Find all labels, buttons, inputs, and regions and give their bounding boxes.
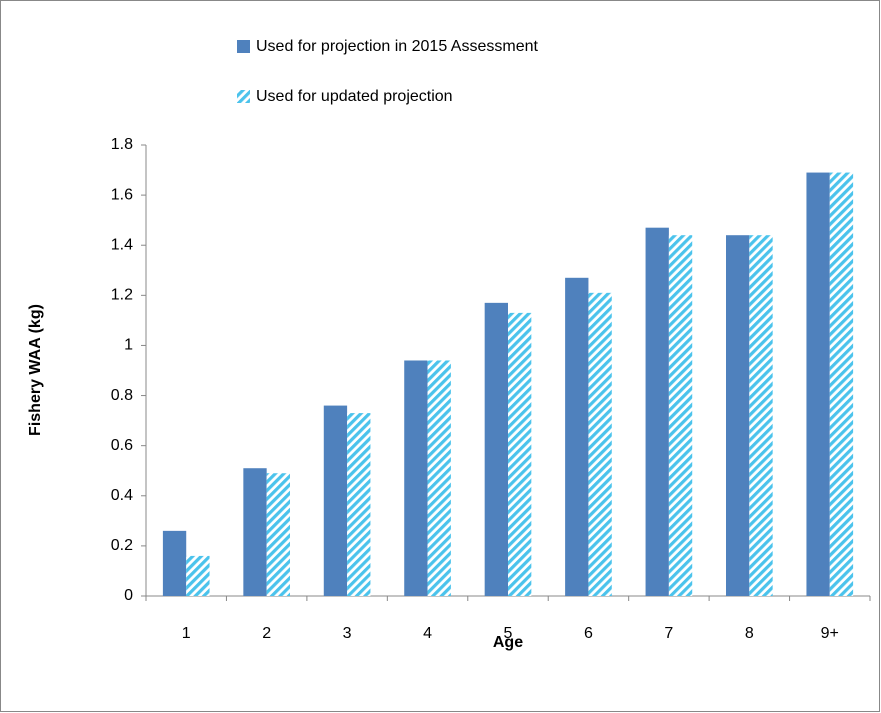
y-tick-label: 0 [124, 587, 133, 604]
x-tick-label: 2 [262, 625, 271, 642]
x-tick-label: 5 [504, 625, 513, 642]
bar [323, 405, 348, 596]
y-tick-label: 0.2 [111, 537, 133, 554]
bar [266, 473, 290, 596]
y-tick-label: 0.8 [111, 387, 133, 404]
x-axis-label: Age [493, 634, 523, 651]
legend-label: Used for projection in 2015 Assessment [256, 38, 538, 55]
bar [726, 235, 750, 596]
bar [186, 555, 210, 596]
legend-swatch [237, 90, 250, 103]
bar [347, 413, 371, 596]
y-tick-label: 1 [124, 337, 133, 354]
bar [829, 172, 854, 597]
y-tick-label: 1.6 [111, 186, 133, 203]
x-tick-label: 3 [343, 625, 352, 642]
bar [508, 312, 532, 596]
bar [806, 172, 830, 597]
y-tick-label: 1.2 [111, 287, 133, 304]
legend-swatch [237, 40, 250, 53]
bar [645, 227, 669, 596]
x-tick-label: 8 [745, 625, 754, 642]
x-tick-label: 6 [584, 625, 593, 642]
x-tick-label: 4 [423, 625, 432, 642]
bar [404, 360, 428, 596]
bar [749, 235, 773, 596]
legend-label: Used for updated projection [256, 88, 453, 105]
y-tick-label: 0.6 [111, 437, 133, 454]
bar [162, 530, 187, 596]
y-tick-label: 1.4 [111, 236, 133, 253]
y-tick-label: 1.8 [111, 136, 133, 153]
y-axis-label: Fishery WAA (kg) [27, 304, 44, 436]
x-tick-label: 9+ [821, 625, 839, 642]
bar [484, 302, 508, 596]
y-tick-label: 0.4 [111, 487, 133, 504]
bar [427, 360, 451, 596]
x-tick-label: 7 [664, 625, 673, 642]
bar [243, 468, 267, 596]
bar [668, 235, 693, 596]
x-tick-label: 1 [182, 625, 191, 642]
bar [588, 292, 612, 596]
bar [565, 277, 589, 596]
